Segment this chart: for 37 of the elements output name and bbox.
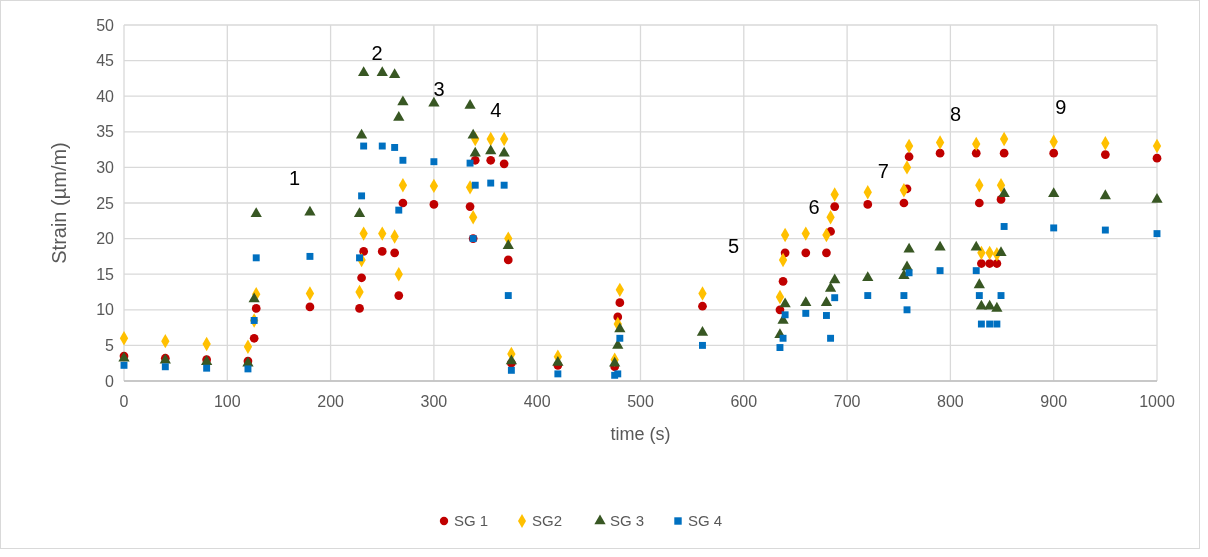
y-tick-label: 20 — [96, 230, 115, 248]
x-tick-label: 800 — [937, 393, 964, 410]
x-tick-label: 200 — [317, 393, 345, 410]
annotation: 5 — [727, 234, 740, 257]
annotation: 4 — [490, 99, 502, 122]
x-tick-label: 400 — [523, 393, 551, 410]
annotation: 3 — [433, 78, 445, 101]
x-tick-label: 700 — [833, 393, 861, 410]
x-tick-label: 100 — [213, 393, 241, 410]
y-tick-label: 0 — [105, 372, 115, 390]
y-tick-label: 40 — [96, 87, 115, 105]
y-tick-label: 50 — [96, 16, 115, 34]
y-tick-label: 35 — [96, 123, 115, 141]
legend-label: SG 4 — [688, 512, 723, 530]
x-tick-label: 600 — [730, 393, 758, 410]
annotation: 9 — [1055, 95, 1067, 118]
legend-label: SG 3 — [610, 512, 645, 530]
annotation: 7 — [877, 159, 889, 182]
annotation: 1 — [288, 167, 301, 190]
x-tick-label: 300 — [420, 393, 448, 410]
x-axis-title: time (s) — [610, 424, 671, 444]
legend-label: SG2 — [532, 512, 563, 530]
legend-label: SG 1 — [454, 512, 489, 530]
annotation: 8 — [950, 103, 962, 125]
y-axis-title: Strain (µm/m) — [48, 142, 70, 264]
y-tick-label: 5 — [105, 337, 115, 354]
y-tick-label: 25 — [96, 194, 115, 212]
y-tick-label: 45 — [96, 52, 115, 70]
x-tick-label: 900 — [1040, 393, 1068, 410]
x-tick-label: 0 — [119, 393, 129, 410]
y-tick-label: 15 — [96, 265, 115, 283]
x-tick-label: 500 — [627, 393, 654, 410]
x-tick-label: 1000 — [1139, 393, 1175, 410]
y-tick-label: 10 — [96, 301, 115, 319]
annotation: 2 — [371, 42, 383, 65]
annotation: 6 — [808, 195, 820, 218]
y-tick-label: 30 — [96, 159, 115, 176]
